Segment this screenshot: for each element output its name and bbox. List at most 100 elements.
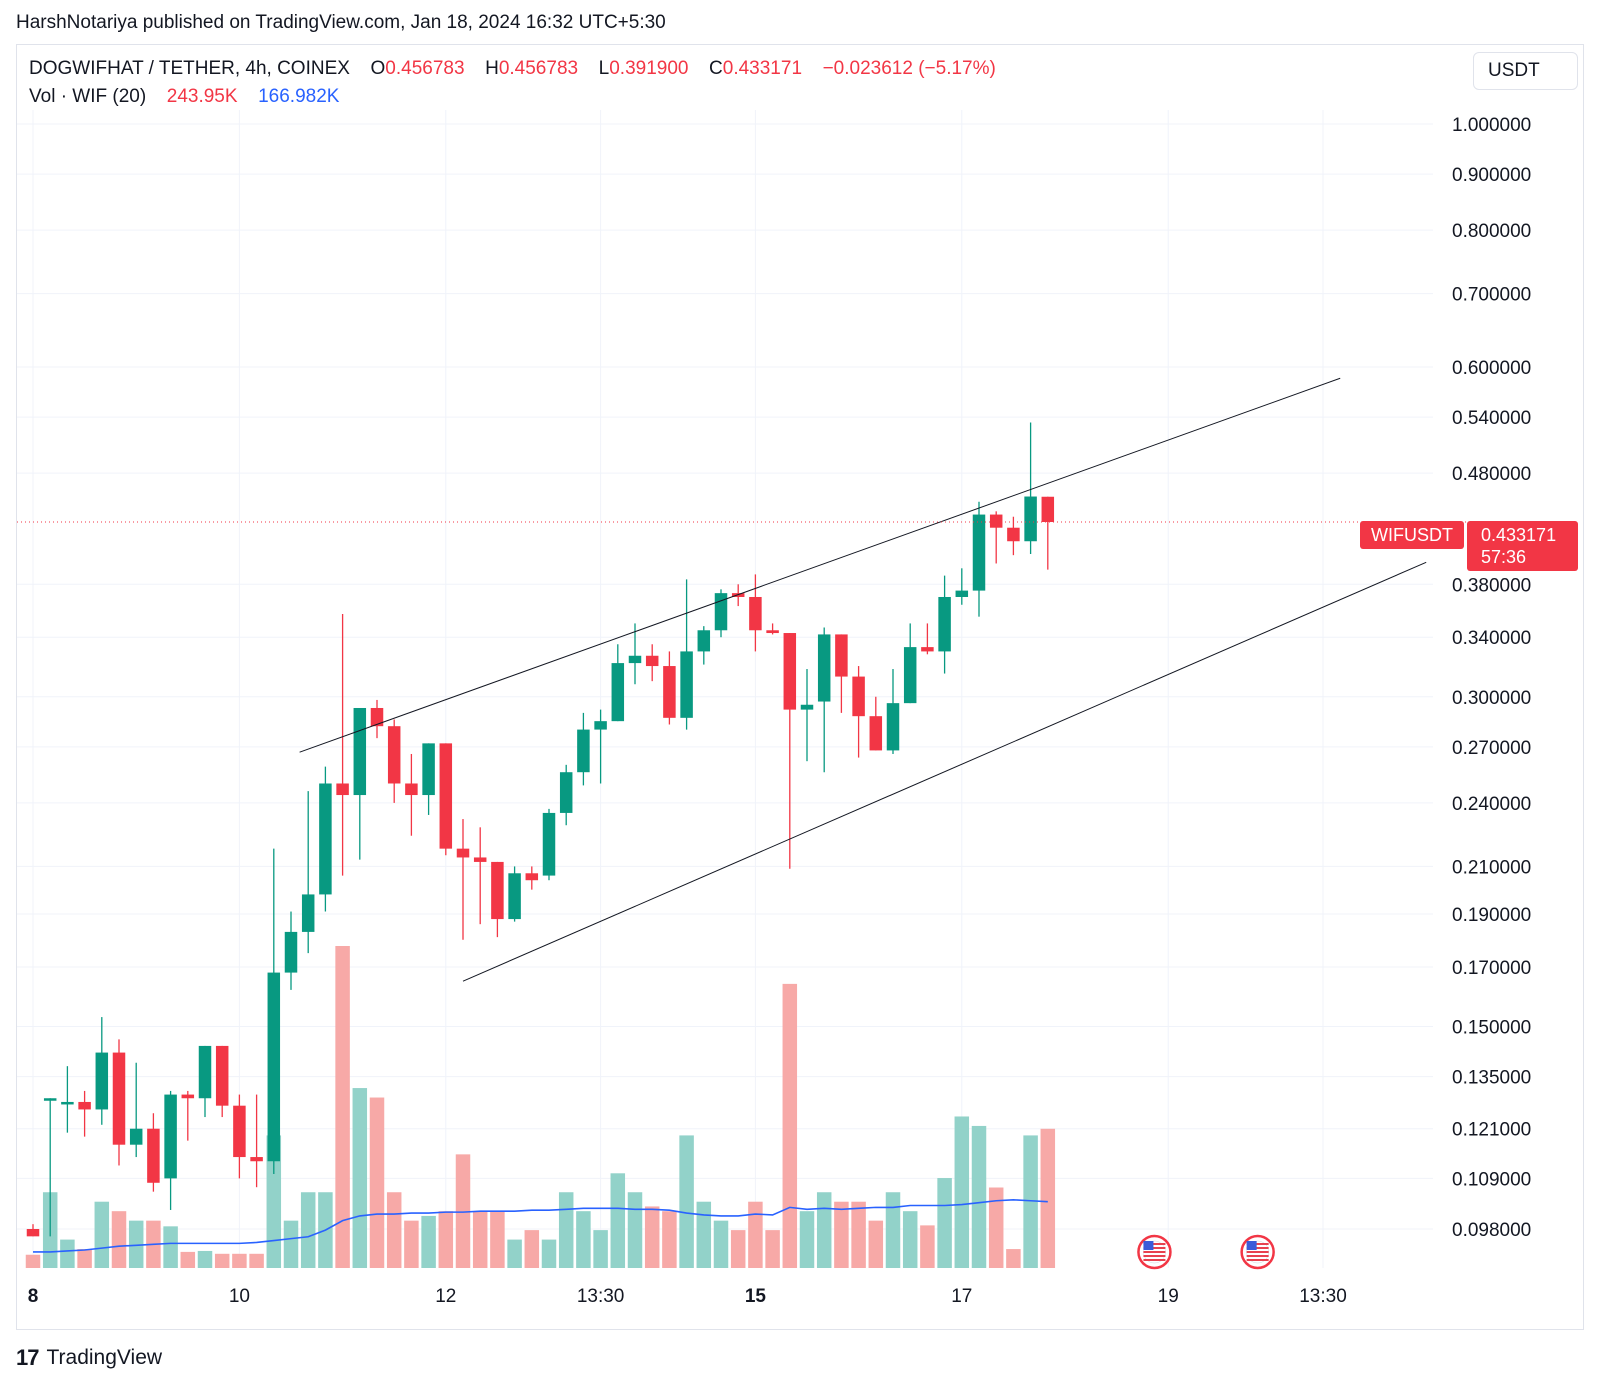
event-markers[interactable] [1137, 1234, 1275, 1270]
candle-body [663, 666, 676, 718]
volume-bar [834, 1201, 849, 1268]
volume-bar [232, 1253, 247, 1268]
volume-bar [1006, 1249, 1021, 1268]
candle-body [886, 703, 900, 751]
volume-bar [214, 1253, 230, 1268]
flag-canton [1143, 1241, 1154, 1250]
volume-bar [128, 1220, 144, 1268]
candle-body [405, 783, 418, 796]
candle-body [714, 593, 728, 631]
candle-body [938, 596, 951, 652]
candle-body [955, 590, 969, 597]
volume-bar [352, 1088, 368, 1268]
footer-brand[interactable]: 17 TradingView [16, 1345, 162, 1371]
candle-body [577, 729, 590, 773]
symbol-title[interactable]: DOGWIFHAT / TETHER, 4h, COINEX [29, 58, 350, 79]
candle [336, 614, 349, 876]
candle [267, 848, 281, 1175]
volume-bar [696, 1201, 712, 1268]
candle [284, 911, 298, 990]
flag-stripe [1246, 1259, 1269, 1261]
flag-stripe [1143, 1259, 1166, 1261]
price-axis[interactable]: 1.000000 0.900000 0.800000 0.700000 0.600000… [1452, 115, 1531, 1241]
candle-body [697, 630, 711, 652]
volume-legend: Vol · WIF (20) 243.95K 166.982K [29, 86, 339, 108]
flag-stripe [1246, 1255, 1269, 1257]
time-tick-label: 8 [28, 1286, 39, 1307]
candle-body [422, 743, 435, 796]
candle [886, 669, 900, 754]
candle-body [147, 1128, 160, 1183]
candle-body [611, 663, 625, 722]
channel-upper-line[interactable] [299, 377, 1341, 753]
candle [852, 666, 865, 758]
publish-line: HarshNotariya published on TradingView.c… [16, 12, 666, 33]
volume-bar [730, 1230, 746, 1268]
candle [903, 623, 917, 704]
currency-button[interactable]: USDT [1473, 52, 1578, 90]
candle-body [1024, 496, 1037, 542]
time-tick-label: 15 [745, 1286, 767, 1307]
price-tick-label: 0.170000 [1452, 958, 1531, 979]
price-tick-label: 0.240000 [1452, 794, 1531, 815]
candle [594, 709, 607, 784]
close-label: C [709, 58, 723, 79]
volume-bar [679, 1135, 694, 1268]
candle-body [61, 1101, 74, 1105]
volume-bar [885, 1192, 901, 1268]
volume-bar [816, 1192, 832, 1268]
candle-body [972, 514, 986, 591]
volume-bar [541, 1239, 557, 1268]
volume-bars [25, 946, 1056, 1268]
low-label: L [598, 58, 610, 79]
chart-frame [16, 44, 1584, 1330]
volume-bar [662, 1211, 677, 1268]
us-flag-event-icon[interactable] [1137, 1234, 1172, 1270]
symbol-price-tag: WIFUSDT [1360, 521, 1464, 549]
candle [835, 634, 848, 713]
candle [215, 1045, 229, 1118]
candle-body [129, 1128, 143, 1145]
us-flag-event-icon[interactable] [1240, 1234, 1275, 1270]
candle-body [1041, 496, 1055, 522]
candle-body [43, 1098, 57, 1101]
volume-bar [627, 1192, 643, 1268]
candle-body [284, 931, 298, 973]
candle-body [215, 1045, 229, 1106]
time-tick-label: 19 [1158, 1286, 1179, 1307]
candle [921, 623, 934, 655]
candle-body [542, 812, 556, 876]
price-tick-label: 0.135000 [1452, 1068, 1531, 1089]
volume-label[interactable]: Vol · WIF (20) [29, 86, 147, 107]
volume-bar [748, 1201, 763, 1268]
candle-body [766, 630, 779, 634]
candle [697, 626, 711, 665]
trendlines[interactable] [299, 377, 1427, 982]
price-tick-label: 0.098000 [1452, 1220, 1531, 1241]
bar-countdown: 57:36 [1481, 547, 1527, 567]
candle [319, 766, 332, 912]
candle [783, 633, 797, 869]
candle [78, 1090, 91, 1137]
volume-bar [954, 1116, 970, 1268]
candle [525, 866, 539, 890]
candle [112, 1039, 126, 1166]
volume-bar [868, 1220, 884, 1268]
candle-body [112, 1052, 126, 1145]
high-label: H [485, 58, 499, 79]
time-tick-label: 13:30 [1299, 1286, 1347, 1307]
volume-bar [180, 1251, 196, 1268]
volume-bar [369, 1097, 385, 1268]
candle-body [26, 1229, 40, 1237]
candle [198, 1045, 212, 1118]
candle-body [749, 596, 762, 631]
time-axis[interactable]: 8 10 12 13:30 15 17 19 13:30 [28, 1286, 1347, 1307]
volume-bar [249, 1253, 264, 1268]
volume-bar [60, 1239, 75, 1268]
channel-lower-line[interactable] [462, 561, 1427, 982]
candle-body [645, 655, 659, 667]
volume-bar [610, 1173, 626, 1268]
volume-bar [455, 1154, 471, 1268]
candle [370, 699, 384, 739]
